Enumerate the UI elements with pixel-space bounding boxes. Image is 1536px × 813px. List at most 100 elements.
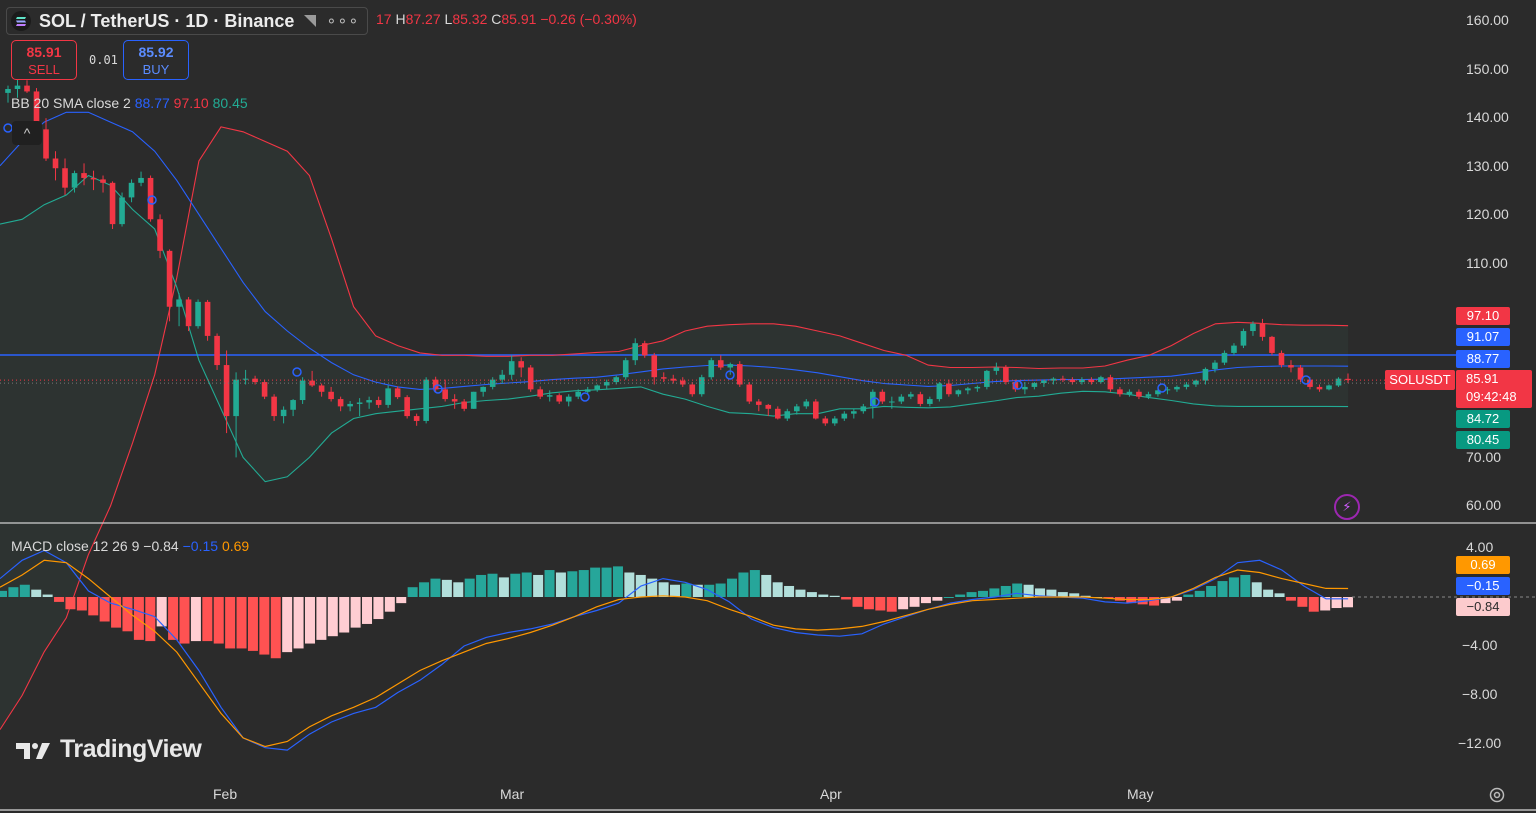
candle-body — [166, 250, 173, 307]
candle — [1107, 374, 1114, 392]
macd-histogram-bar — [1149, 597, 1160, 606]
candle-body — [299, 380, 306, 401]
candle — [765, 403, 772, 417]
macd-histogram-bar — [293, 597, 304, 649]
candle-body — [527, 367, 534, 390]
candle — [556, 393, 563, 404]
candle — [1316, 384, 1323, 392]
candle-body — [480, 386, 486, 392]
candle-body — [1145, 394, 1152, 397]
low-label: L — [444, 11, 453, 27]
candle — [1079, 377, 1085, 385]
bb-legend[interactable]: BB 20 SMA close 2 88.77 97.10 80.45 — [11, 95, 248, 111]
macd-histogram-bar — [8, 587, 19, 597]
candle-body — [318, 385, 325, 392]
candle-body — [1288, 365, 1294, 368]
candle — [708, 357, 715, 380]
macd-histogram-bar — [362, 597, 373, 624]
macd-histogram-bar — [681, 583, 692, 597]
candle-body — [993, 367, 1000, 371]
candle — [1003, 365, 1009, 385]
macd-lines — [0, 549, 1349, 751]
last-price-value: 85.91 — [1466, 371, 1499, 386]
candle — [195, 299, 201, 329]
candle-body — [708, 360, 715, 378]
price-tick: 120.00 — [1466, 206, 1509, 222]
candle-body — [927, 399, 933, 404]
candle — [1174, 385, 1180, 392]
collapse-legend-chevron-up-icon[interactable]: ^ — [12, 121, 42, 145]
candle-body — [185, 299, 192, 327]
candle-body — [43, 129, 49, 159]
candle — [1031, 382, 1038, 390]
candle-body — [432, 379, 439, 390]
macd-histogram-bar — [225, 597, 236, 649]
time-label-mar: Mar — [500, 786, 525, 802]
macd-histogram-bar — [1263, 589, 1274, 597]
candle — [1050, 377, 1057, 385]
spread-value: 0.01 — [89, 53, 118, 67]
macd-histogram-bar — [111, 597, 122, 628]
buy-label: BUY — [142, 62, 170, 77]
macd-histogram-bar — [624, 572, 635, 597]
symbol-title[interactable]: SOL / TetherUS · 1D · Binance — [39, 10, 295, 31]
symbol-header[interactable]: SOL / TetherUS · 1D · Binance ∘∘∘ — [6, 7, 369, 35]
macd-histogram-bar — [259, 597, 270, 655]
candle-body — [955, 390, 962, 395]
candle — [299, 377, 306, 404]
buy-button[interactable]: 85.92 BUY — [123, 40, 189, 80]
candle-body — [81, 173, 87, 178]
candle-body — [1221, 352, 1228, 363]
candle-body — [1155, 390, 1161, 395]
candle-body — [242, 378, 249, 380]
macd-histogram-bar — [932, 597, 943, 601]
macd-histogram-bar — [510, 573, 521, 597]
macd-value: −0.15 — [182, 538, 219, 554]
candle-body — [5, 89, 11, 93]
macd-histogram-bar — [396, 597, 407, 604]
macd-legend-name: MACD close 12 26 9 — [11, 538, 140, 554]
candle — [736, 361, 743, 387]
macd-histogram-bar — [327, 597, 338, 637]
candle-body — [974, 386, 981, 389]
candle-body — [1183, 384, 1190, 387]
candle — [1145, 391, 1152, 400]
candle — [803, 399, 810, 409]
candle — [138, 171, 144, 187]
candle — [1193, 379, 1199, 387]
flag-icon[interactable] — [302, 14, 318, 28]
macd-histogram-bar — [612, 566, 623, 597]
candle — [356, 398, 363, 417]
candle-body — [1326, 385, 1332, 390]
macd-histogram-bar — [1046, 589, 1057, 597]
macd-histogram-bar — [31, 589, 42, 597]
sell-button[interactable]: 85.91 SELL — [11, 40, 77, 80]
event-marker-icon — [1013, 380, 1023, 390]
macd-histogram-bar — [247, 597, 258, 651]
candle — [936, 382, 943, 402]
candle-body — [385, 388, 391, 405]
macd-line-tag: −0.15 — [1456, 577, 1510, 595]
macd-histogram-bar — [1206, 585, 1217, 597]
macd-legend[interactable]: MACD close 12 26 9 −0.84 −0.15 0.69 — [11, 538, 249, 554]
settings-gear-icon[interactable] — [1488, 786, 1506, 804]
candle-body — [33, 91, 40, 130]
lightning-bolt-icon[interactable]: ⚡ — [1334, 494, 1360, 520]
bb-lower-line — [0, 174, 1349, 483]
candle — [651, 352, 658, 385]
macd-histogram-bar — [738, 572, 749, 597]
candle — [689, 382, 696, 397]
macd-histogram-bar — [578, 570, 589, 597]
macd-histogram-bar — [989, 588, 1000, 597]
more-options-icon[interactable]: ∘∘∘ — [326, 13, 360, 30]
bb-basis-line — [0, 111, 1349, 390]
horizontal-line-tag[interactable]: 91.07 — [1456, 328, 1510, 346]
candle — [955, 389, 962, 397]
candle-body — [109, 182, 116, 225]
candle — [252, 375, 258, 385]
tradingview-logo[interactable]: TradingView — [14, 735, 202, 764]
candle — [784, 408, 791, 421]
price-tick: 70.00 — [1466, 449, 1502, 465]
candle — [1250, 321, 1256, 336]
